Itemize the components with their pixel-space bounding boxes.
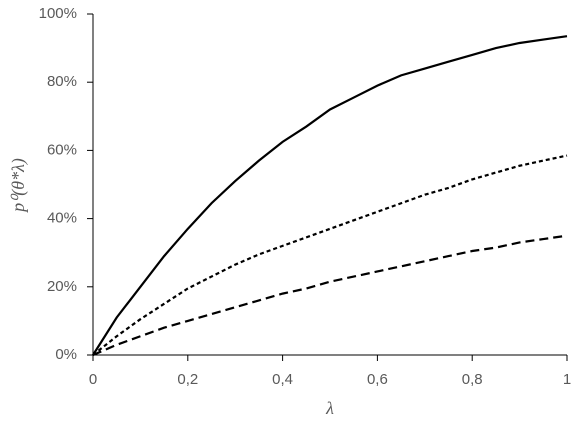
y-tick-label: 0% [55,346,77,363]
x-tick-label: 0,2 [177,371,198,388]
x-tick-label: 0 [89,371,97,388]
y-tick-label: 60% [47,141,77,158]
series-line [92,35,568,356]
x-tick-label: 0,8 [462,371,483,388]
x-axis-title: λ [325,398,334,418]
y-axis-title: p⁰(θ*λ) [8,158,29,214]
y-tick-label: 80% [47,73,77,90]
series-line [92,154,568,356]
x-tick-label: 0,6 [367,371,388,388]
x-tick-label: 1 [563,371,571,388]
y-tick-label: 40% [47,210,77,227]
y-tick-label: 100% [39,5,77,22]
series-line [92,234,568,357]
y-tick-label: 20% [47,278,77,295]
x-tick-label: 0,4 [272,371,293,388]
